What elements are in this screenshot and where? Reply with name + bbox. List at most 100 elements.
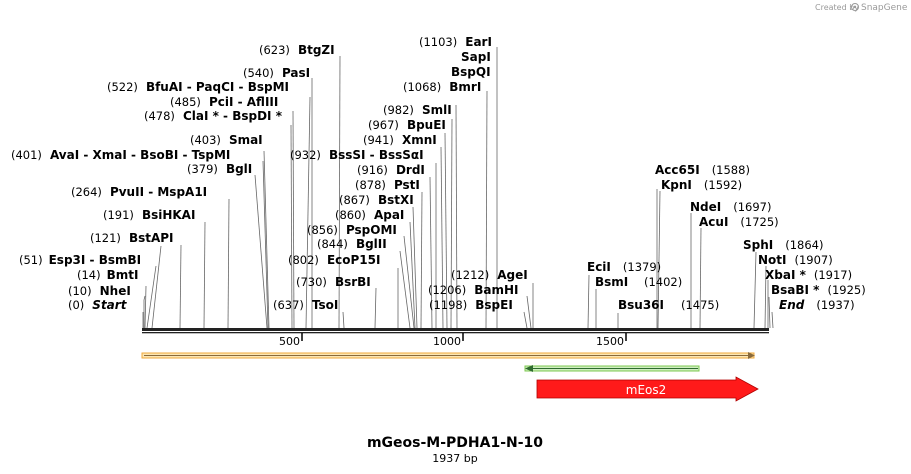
site-pos-smli: (982) — [383, 103, 414, 117]
svg-text:(522)BfuAI - PaqCI - BspMI: (522) BfuAI - PaqCI - BspMI — [107, 80, 289, 94]
svg-text:(844)BglII: (844) BglII — [317, 237, 387, 251]
site-pos-apai: (860) — [335, 208, 366, 222]
svg-text:(14)BmtI: (14) BmtI — [77, 268, 138, 282]
site-pos-ecii: (1379) — [623, 260, 661, 274]
site-pos-pcii: (485) — [170, 95, 201, 109]
svg-text:(856)PspOMI: (856) PspOMI — [307, 223, 397, 237]
site-name-smli: SmlI — [422, 103, 452, 117]
svg-text:(1206)BamHI: (1206) BamHI — [428, 283, 519, 297]
svg-text:(982)SmlI: (982) SmlI — [383, 103, 452, 117]
site-pos-1475: (1475) — [681, 298, 719, 312]
site-name-psti: PstI — [394, 178, 420, 192]
site-pos-noti: (1907) — [795, 253, 833, 267]
site-pos-avai: (401) — [11, 148, 42, 162]
svg-text:(802)EcoP15I: (802) EcoP15I — [288, 253, 380, 267]
svg-text:KpnI(1592): KpnI (1592) — [661, 178, 742, 192]
site-name-pspomi: PspOMI — [346, 223, 397, 237]
map-length: 1937 bp — [432, 452, 477, 465]
site-name-agei: AgeI — [497, 268, 527, 282]
site-pos-bsmi: (1402) — [644, 275, 682, 289]
site-pos-agei: (1212) — [451, 268, 489, 282]
site-name-apai: ApaI — [374, 208, 404, 222]
site-pos-ecop15i: (802) — [288, 253, 319, 267]
svg-text:(121)BstAPI: (121) BstAPI — [90, 231, 174, 245]
site-pos-start: (0) — [68, 298, 84, 312]
site-name-ecii: EciI — [587, 260, 611, 274]
site-pos-pvuii: (264) — [71, 185, 102, 199]
site-name-clai: ClaI * - BspDI * — [183, 109, 283, 123]
site-pos-bmti: (14) — [77, 268, 101, 282]
site-name-bspqi: BspQI — [451, 65, 491, 79]
site-pos-bsrbi: (730) — [296, 275, 327, 289]
svg-text:End(1937): End (1937) — [779, 298, 855, 312]
ruler: 500 1000 1500 — [279, 333, 627, 348]
site-pos-nhei: (10) — [68, 284, 92, 298]
svg-text:(941)XmnI: (941) XmnI — [363, 133, 437, 147]
svg-text:Acc65I(1588): Acc65I (1588) — [655, 163, 750, 177]
meos2-label: mEos2 — [626, 383, 667, 397]
svg-text:XbaI *(1917): XbaI * (1917) — [765, 268, 852, 282]
site-pos-smai: (403) — [190, 133, 221, 147]
site-name-drdi: DrdI — [396, 163, 425, 177]
svg-text:(1103)EarI: (1103) EarI — [419, 35, 492, 49]
site-name-esp3i: Esp3I - BsmBI — [49, 253, 141, 267]
site-name-pcii: PciI - AflIII — [209, 95, 278, 109]
svg-text:NdeI(1697): NdeI (1697) — [690, 200, 772, 214]
svg-text:(932)BssSI - BssSαI: (932) BssSI - BssSαI — [290, 148, 424, 162]
svg-text:(867)BstXI: (867) BstXI — [339, 193, 414, 207]
tick-label-500: 500 — [279, 335, 300, 348]
tick-label-1000: 1000 — [433, 335, 461, 348]
svg-text:(1068)BmrI: (1068) BmrI — [403, 80, 481, 94]
svg-text:(379)BglI: (379) BglI — [187, 162, 252, 176]
svg-text:(967)BpuEI: (967) BpuEI — [368, 118, 446, 132]
site-name-bamhi: BamHI — [474, 283, 518, 297]
svg-text:(191)BsiHKAI: (191) BsiHKAI — [103, 208, 195, 222]
svg-text:(478)ClaI * - BspDI *: (478) ClaI * - BspDI * — [144, 109, 283, 123]
site-name-eari: EarI — [465, 35, 492, 49]
svg-text:(540)PasI: (540) PasI — [243, 66, 310, 80]
svg-text:BsaBI *(1925): BsaBI * (1925) — [771, 283, 866, 297]
meos2-feature-arrow[interactable]: mEos2 — [536, 376, 759, 402]
site-name-bsmi: BsmI — [595, 275, 628, 289]
site-pos-bsssi: (932) — [290, 148, 321, 162]
site-name-smai: SmaI — [229, 133, 263, 147]
site-leader-lines — [142, 47, 774, 329]
site-name-bsssi: BssSI - BssSαI — [329, 148, 424, 162]
site-pos-acc65i: (1588) — [712, 163, 750, 177]
green-feature-track[interactable] — [524, 365, 700, 372]
site-name-bpuei: BpuEI — [407, 118, 446, 132]
site-pos-end: (1937) — [816, 298, 854, 312]
svg-text:(623)BtgZI: (623) BtgZI — [259, 43, 335, 57]
site-pos-pasi: (540) — [243, 66, 274, 80]
site-pos-psti: (878) — [355, 178, 386, 192]
svg-text:(878)PstI: (878) PstI — [355, 178, 420, 192]
site-pos-ndei: (1697) — [733, 200, 771, 214]
tick-label-1500: 1500 — [596, 335, 624, 348]
credit-brand: SnapGene — [861, 3, 908, 13]
site-name-tsoi: TsoI — [312, 298, 338, 312]
site-pos-sphi: (1864) — [785, 238, 823, 252]
map-title: mGeos-M-PDHA1-N-10 — [367, 435, 543, 451]
site-name-xmni: XmnI — [402, 133, 437, 147]
site-pos-bstxi: (867) — [339, 193, 370, 207]
svg-text:(916)DrdI: (916) DrdI — [357, 163, 425, 177]
site-name-nhei: NheI — [100, 284, 131, 298]
site-pos-acui: (1725) — [740, 215, 778, 229]
svg-text:EciI(1379): EciI (1379) — [587, 260, 661, 274]
site-name-start: Start — [92, 298, 127, 312]
site-pos-bmri: (1068) — [403, 80, 441, 94]
svg-text:(264)PvuII - MspA1I: (264) PvuII - MspA1I — [71, 185, 207, 199]
svg-text:SphI(1864): SphI (1864) — [743, 238, 824, 252]
site-pos-bstapi: (121) — [90, 231, 121, 245]
site-pos-kpni: (1592) — [704, 178, 742, 192]
site-pos-esp3i: (51) — [19, 253, 43, 267]
orange-feature-track[interactable] — [141, 352, 755, 359]
sequence-backbone — [142, 328, 769, 334]
site-name-bglii: BglII — [356, 237, 387, 251]
credit-prefix: Created by — [815, 3, 859, 12]
site-name-ecop15i: EcoP15I — [327, 253, 381, 267]
site-name-avai: AvaI - XmaI - BsoBI - TspMI — [50, 148, 230, 162]
snapgene-logo-icon — [851, 3, 859, 11]
site-name-bsihkai: BsiHKAI — [142, 208, 196, 222]
